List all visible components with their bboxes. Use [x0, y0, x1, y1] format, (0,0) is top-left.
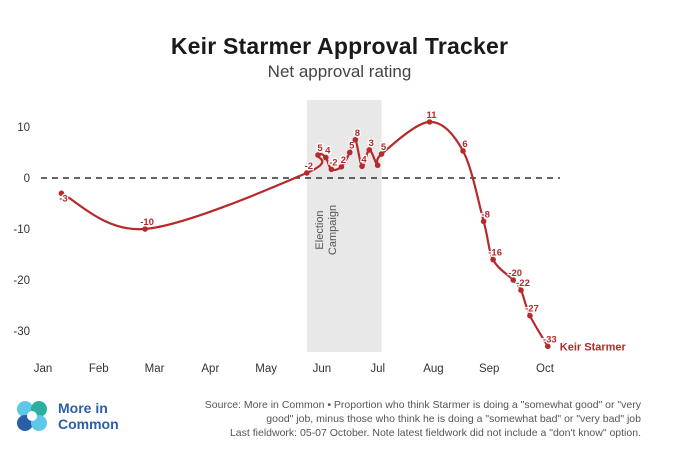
- logo-text: More in Common: [58, 400, 119, 432]
- y-tick-label: -30: [13, 326, 30, 338]
- x-tick-label: Jan: [34, 363, 53, 375]
- data-label: -22: [516, 278, 530, 289]
- data-point: [346, 149, 353, 156]
- data-point: [378, 151, 385, 157]
- series-line-keir-starmer: [60, 120, 549, 347]
- data-point: [58, 190, 65, 197]
- data-label: -3: [59, 193, 67, 204]
- data-label: -16: [488, 248, 502, 259]
- data-label: -27: [525, 304, 539, 315]
- logo-line-1: More in: [58, 400, 108, 416]
- data-point: [374, 162, 381, 169]
- data-point: [142, 226, 148, 232]
- data-label: 4: [325, 146, 331, 157]
- source-line-2: good" job, minus those who think he is d…: [266, 413, 641, 425]
- approval-line-chart: Election Campaign 10 0 -10 -20 -30 Jan Feb Mar Apr…: [13, 100, 627, 375]
- y-tick-label: 0: [24, 173, 30, 185]
- x-tick-label: Jul: [370, 363, 385, 375]
- data-point: [480, 218, 487, 225]
- x-tick-label: Apr: [201, 363, 219, 375]
- data-label: 3: [369, 138, 374, 149]
- more-in-common-logo-icon: [17, 401, 47, 431]
- data-point: [366, 147, 373, 153]
- campaign-label-2: Campaign: [327, 205, 339, 255]
- y-tick-label: 10: [17, 122, 30, 134]
- chart-title: Keir Starmer Approval Tracker: [170, 33, 509, 59]
- data-label: -20: [508, 268, 522, 279]
- data-label: 2: [341, 155, 346, 166]
- data-point: [510, 277, 517, 283]
- x-tick-label: Aug: [423, 363, 443, 375]
- data-label: 8: [355, 128, 360, 139]
- data-point: [359, 163, 365, 170]
- x-tick-label: Mar: [145, 363, 165, 375]
- logo-line-2: Common: [58, 416, 119, 432]
- data-label: 5: [349, 141, 355, 152]
- data-point: [328, 166, 335, 173]
- data-point: [527, 312, 533, 319]
- y-tick-label: -20: [13, 275, 30, 287]
- data-label: -33: [543, 334, 557, 345]
- source-note: Source: More in Common • Proportion who …: [121, 398, 641, 440]
- campaign-shaded-region: [306, 100, 382, 352]
- x-tick-label: Feb: [89, 363, 109, 375]
- data-point: [352, 136, 359, 143]
- data-label: -2: [305, 161, 313, 172]
- data-label: 5: [317, 143, 323, 154]
- data-label: 6: [462, 139, 467, 150]
- data-point: [315, 152, 321, 158]
- data-point: [322, 154, 329, 161]
- x-tick-label: Sep: [479, 363, 499, 375]
- x-tick-label: Oct: [536, 363, 555, 375]
- data-point: [338, 163, 345, 170]
- campaign-label-1: Election: [314, 210, 326, 249]
- data-label: -8: [481, 209, 489, 220]
- y-tick-label: -10: [13, 224, 30, 236]
- source-line-3: Last fieldwork: 05-07 October. Note late…: [229, 427, 641, 439]
- data-label: 4: [361, 154, 367, 165]
- data-point: [304, 170, 310, 176]
- source-line-1: Source: More in Common • Proportion who …: [204, 399, 641, 411]
- data-label: 5: [381, 142, 387, 153]
- data-label: -10: [140, 217, 154, 228]
- data-label: 11: [427, 110, 438, 121]
- data-point: [490, 256, 496, 263]
- x-tick-label: May: [255, 363, 277, 375]
- data-point: [544, 343, 551, 350]
- data-point: [426, 119, 433, 125]
- data-point: [460, 148, 466, 154]
- chart-subtitle: Net approval rating: [267, 62, 412, 81]
- data-label: -2: [329, 157, 337, 168]
- more-in-common-logo: More in Common: [14, 398, 154, 438]
- data-point: [518, 287, 524, 294]
- series-end-label: Keir Starmer: [560, 341, 627, 353]
- x-tick-label: Jun: [313, 363, 332, 375]
